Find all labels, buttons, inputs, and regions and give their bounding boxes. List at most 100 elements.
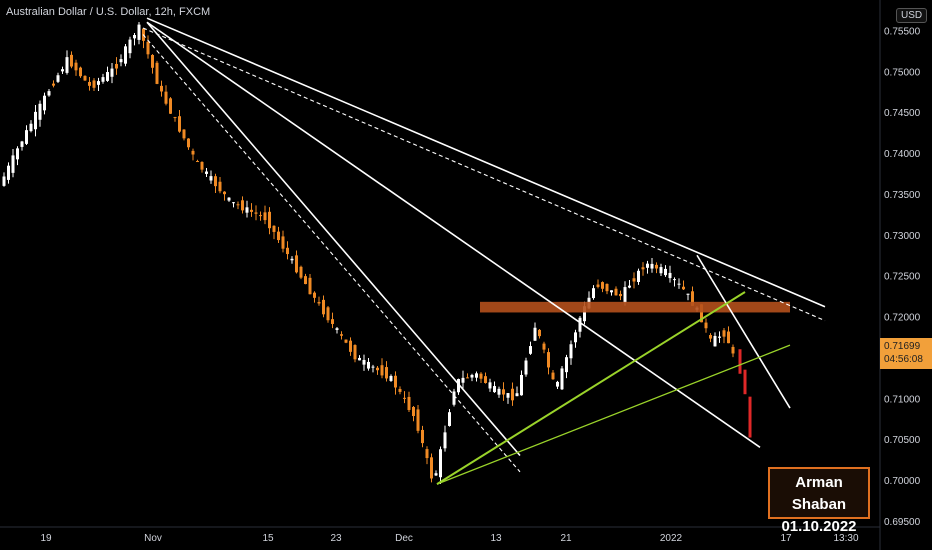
candle-body: [376, 367, 379, 371]
candle-body: [299, 266, 303, 278]
candle-body: [119, 59, 123, 63]
candle-body: [628, 285, 631, 288]
current-price-label: 0.71699: [884, 341, 921, 352]
x-tick-label: 23: [330, 533, 342, 544]
x-tick-label: 13: [490, 533, 502, 544]
candle-body: [43, 95, 46, 111]
candle-body: [205, 171, 208, 174]
candle-body: [20, 141, 24, 147]
candle-body: [227, 197, 231, 201]
candle-body: [731, 346, 735, 354]
candle-body: [488, 382, 492, 389]
candle-body: [538, 329, 541, 337]
candle-body: [619, 293, 622, 297]
x-tick-label: 21: [560, 533, 572, 544]
candle-body: [160, 85, 163, 92]
candle-body: [650, 263, 654, 269]
candle-body: [200, 161, 204, 170]
candle-body: [583, 306, 586, 322]
candle-body: [268, 211, 271, 229]
currency-badge[interactable]: USD: [896, 8, 928, 23]
candle-body: [146, 41, 150, 55]
y-tick-label: 0.70500: [884, 435, 921, 446]
candle-body: [502, 389, 505, 395]
candle-body: [326, 307, 330, 321]
candle-body: [322, 299, 325, 315]
candle-body: [16, 148, 19, 160]
candle-body: [574, 332, 577, 343]
candle-body: [632, 278, 636, 282]
candle-body: [743, 369, 747, 395]
candle-body: [106, 72, 109, 81]
candle-body: [340, 334, 343, 336]
candle-body: [416, 409, 420, 431]
candle-body: [7, 165, 10, 180]
candle-body: [542, 343, 546, 350]
candle-body: [605, 283, 609, 292]
candle-body: [511, 388, 514, 401]
candle-body: [560, 368, 564, 390]
trendline-dashed-upper: [142, 27, 826, 322]
trendline-dashed-steep: [142, 34, 521, 473]
support-line-steep: [436, 291, 746, 485]
current-price-tag: 0.71699 04:56:08: [880, 338, 932, 369]
candle-body: [565, 357, 568, 373]
candle-body: [358, 357, 361, 361]
candle-body: [61, 69, 64, 72]
candle-body: [457, 379, 460, 393]
drawings-layer: [142, 17, 826, 485]
candle-body: [668, 272, 672, 279]
candle-body: [475, 373, 478, 378]
candle-body: [713, 335, 717, 347]
candle-body: [52, 83, 55, 86]
candle-body: [335, 328, 339, 330]
candle-body: [533, 327, 537, 341]
candle-body: [25, 130, 28, 144]
candle-body: [421, 429, 424, 444]
candle-body: [191, 150, 195, 155]
candle-body: [529, 346, 532, 354]
candle-body: [263, 212, 267, 221]
candle-body: [241, 200, 244, 211]
candle-body: [520, 374, 523, 396]
candle-body: [277, 231, 280, 241]
y-tick-label: 0.69500: [884, 517, 921, 528]
support-line-shallow: [436, 344, 791, 485]
x-tick-label: 2022: [660, 533, 683, 544]
candle-body: [748, 396, 752, 438]
x-tick-label: 13:30: [833, 533, 858, 544]
candle-body: [664, 268, 667, 276]
chart-title: Australian Dollar / U.S. Dollar, 12h, FX…: [6, 6, 211, 18]
candle-body: [722, 330, 726, 337]
candle-body: [673, 279, 676, 281]
candle-body: [484, 376, 487, 383]
candle-body: [682, 286, 685, 290]
candle-body: [738, 349, 742, 374]
candle-body: [394, 375, 397, 388]
candle-body: [209, 176, 213, 181]
candle-body: [56, 75, 60, 82]
signature-date: 01.10.2022: [781, 518, 857, 535]
candles-layer: [2, 21, 752, 484]
candle-body: [290, 258, 294, 261]
candle-body: [286, 247, 289, 255]
y-tick-label: 0.72500: [884, 272, 921, 283]
candle-body: [596, 284, 600, 287]
candle-body: [245, 207, 249, 213]
candle-body: [452, 391, 456, 405]
candle-body: [470, 374, 474, 378]
author-signature: Arman Shaban 01.10.2022: [768, 467, 870, 535]
candle-body: [592, 288, 595, 299]
y-tick-label: 0.73000: [884, 231, 921, 242]
candle-body: [250, 209, 253, 212]
candle-body: [686, 293, 690, 295]
candle-body: [182, 129, 186, 139]
candle-body: [718, 336, 721, 338]
candle-body: [655, 264, 658, 269]
candle-body: [223, 191, 226, 195]
y-tick-label: 0.71000: [884, 394, 921, 405]
candle-body: [137, 24, 141, 40]
y-tick-label: 0.75500: [884, 26, 921, 37]
